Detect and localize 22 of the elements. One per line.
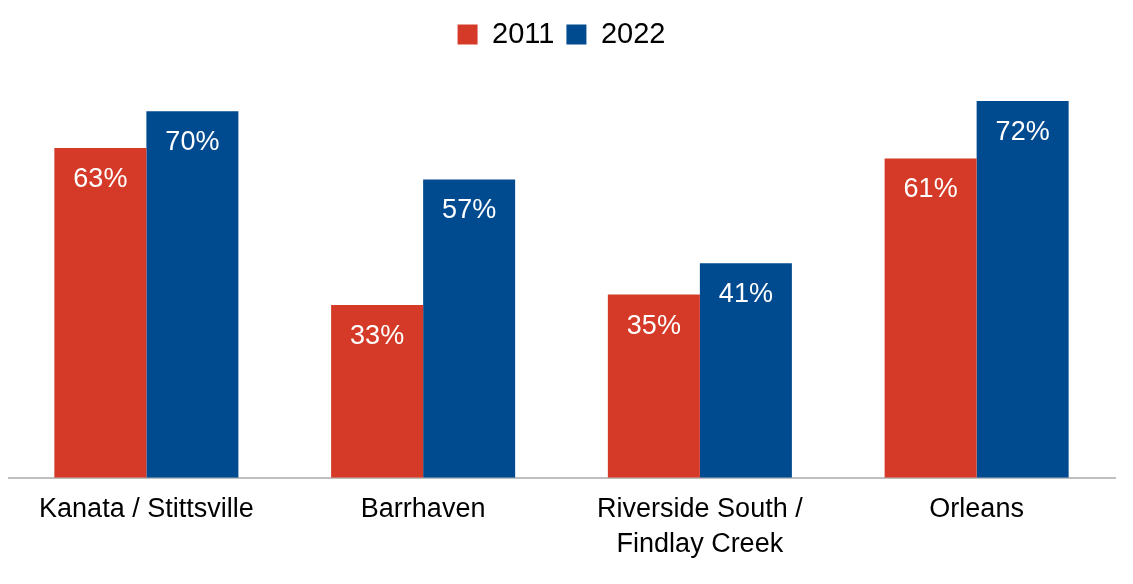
bar — [54, 148, 147, 478]
data-label: 72% — [995, 115, 1050, 146]
data-label: 70% — [165, 126, 220, 157]
x-tick-label: Riverside South / Findlay Creek — [597, 492, 804, 558]
data-label: 35% — [626, 309, 681, 340]
bar — [423, 179, 516, 478]
data-label: 57% — [442, 194, 497, 225]
bar — [331, 305, 424, 478]
data-label: 33% — [350, 320, 405, 350]
legend-label: 2022 — [600, 16, 666, 49]
x-tick-label: Kanata / Stittsville — [39, 492, 254, 523]
data-label: 63% — [73, 162, 128, 193]
data-label: 41% — [718, 278, 773, 309]
data-label: 61% — [903, 173, 958, 204]
bar — [699, 263, 792, 478]
legend-label: 2011 — [492, 16, 555, 49]
bar — [607, 294, 700, 478]
x-tick-label: Barrhaven — [360, 492, 486, 523]
bar — [976, 100, 1069, 478]
bar — [884, 158, 977, 478]
x-tick-label: Orleans — [929, 492, 1024, 523]
bar — [146, 111, 239, 478]
